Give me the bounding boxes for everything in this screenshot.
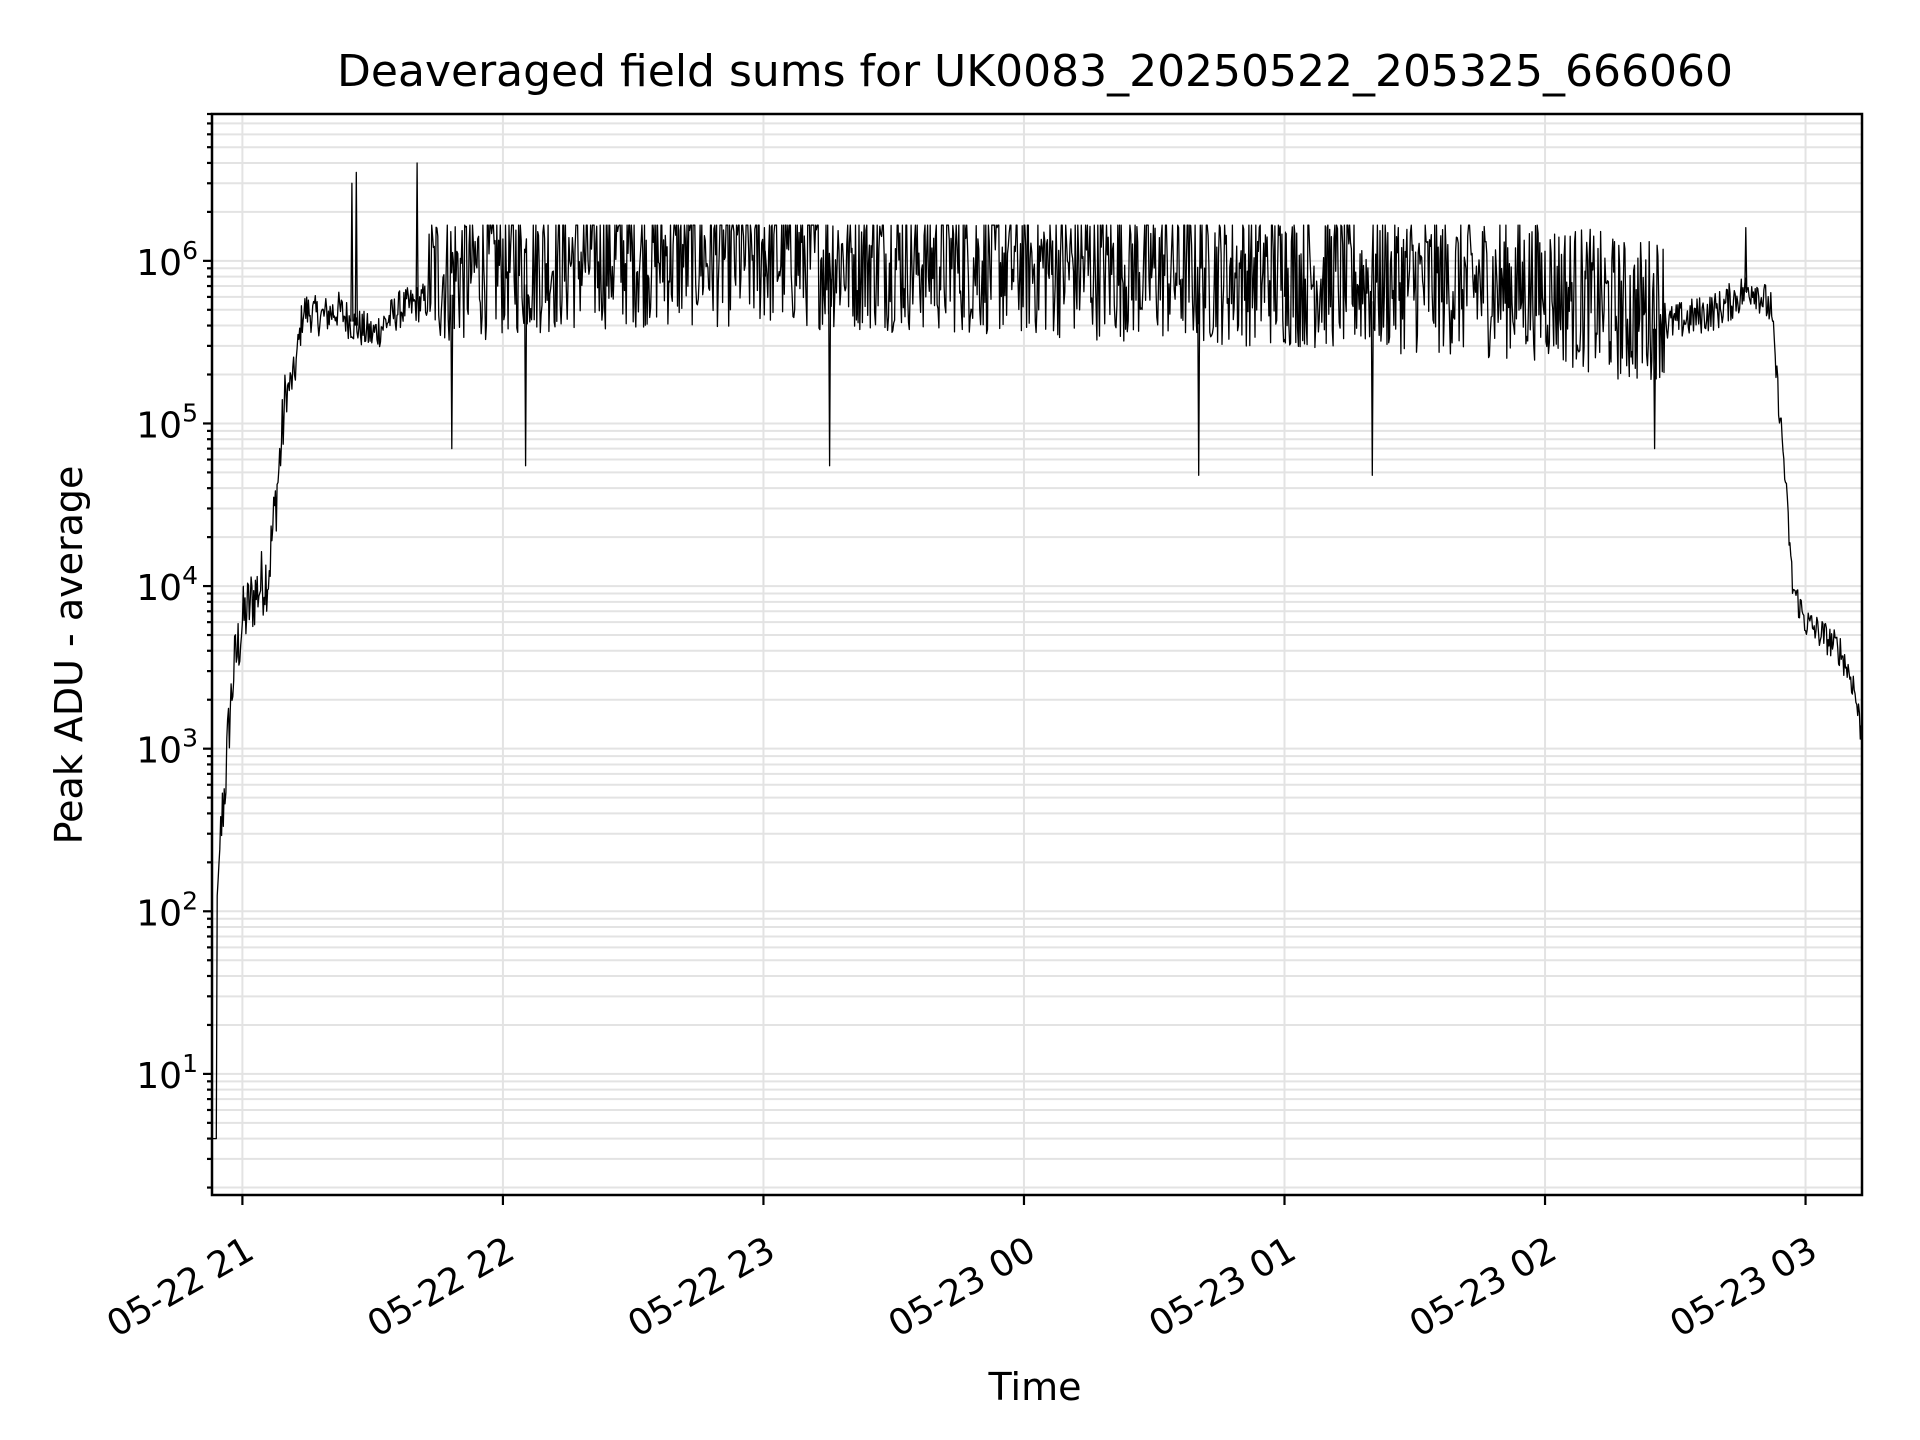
y-tick-label: 105: [136, 398, 198, 446]
plot-frame: [210, 112, 1864, 1197]
series-layer: [212, 162, 1863, 1140]
y-tick-label: 104: [136, 561, 198, 609]
y-axis-label: Peak ADU - average: [47, 466, 91, 845]
y-axis: 101 102 103 104 105 106: [136, 112, 212, 1189]
y-tick-label: 101: [136, 1049, 198, 1097]
chart-title: Deaveraged field sums for UK0083_2025052…: [337, 46, 1733, 97]
x-axis-label: Time: [988, 1365, 1082, 1409]
y-tick-label: 102: [136, 886, 198, 934]
series-line-0: [212, 162, 1863, 1140]
y-tick-label: 106: [136, 236, 198, 284]
y-tick-label: 103: [136, 724, 198, 772]
